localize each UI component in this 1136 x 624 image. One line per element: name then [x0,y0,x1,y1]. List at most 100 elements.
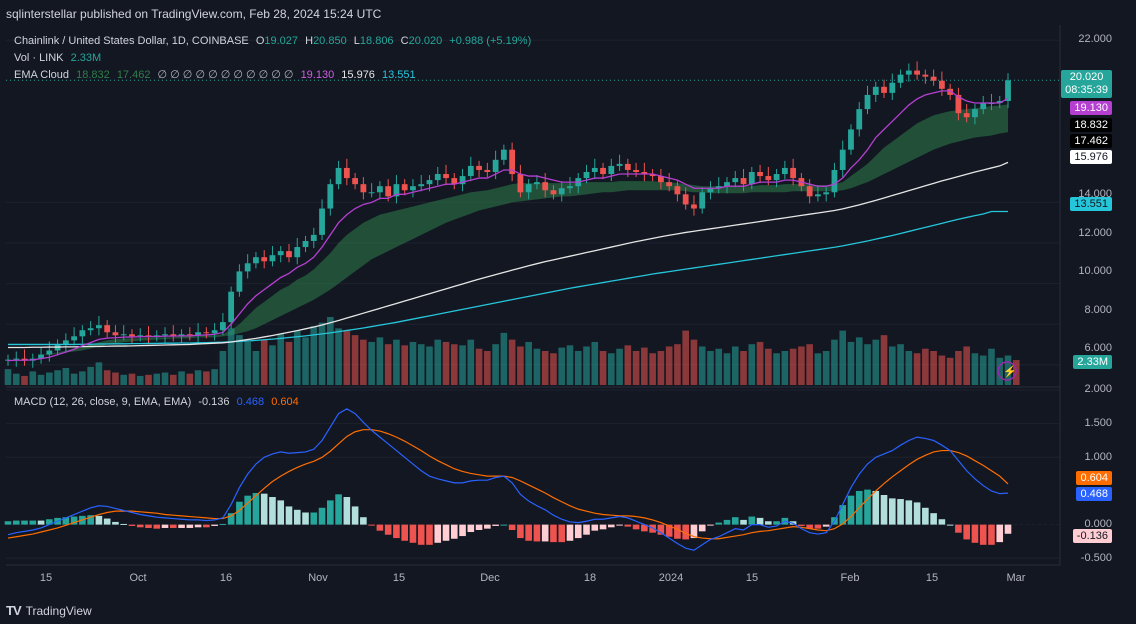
candle-body [600,167,606,175]
ema-cloud [8,104,1008,355]
volume-bar [839,330,847,385]
candle-body [674,186,681,195]
volume-bar [475,348,483,385]
macd-histogram-bar [467,524,475,533]
volume-bar [773,353,780,385]
candle-body [360,184,367,193]
sma-long-line [8,210,1008,346]
candle-body [839,149,846,170]
volume-bar [434,339,442,385]
macd-hist-tag: -0.136 [1072,529,1112,543]
candle-body [236,271,243,292]
candle-body [509,149,516,175]
volume-bar [384,344,392,385]
macd-histogram-bar [996,524,1004,543]
candle-body [286,251,292,258]
macd-histogram-bar [484,524,491,529]
volume-bar [227,328,235,385]
candle-body [955,94,962,114]
candle-body [806,186,813,197]
volume-bar [996,357,1004,385]
candle-body [715,186,722,189]
volume-legend[interactable]: Vol · LINK 2.33M [14,52,105,64]
candle-body [682,194,689,205]
publish-header: sqlinterstellar published on TradingView… [6,7,382,21]
volume-bar [558,347,566,385]
candle-body [302,240,309,248]
macd-histogram-bar [384,524,392,535]
volume-bar [393,339,400,385]
candle-body [996,101,1003,104]
candle-body [459,176,466,185]
volume-bar [517,346,524,385]
ema-cloud-label: EMA Cloud [14,69,70,81]
ema-value-2: 17.462 [116,69,151,81]
candle-body [666,182,673,187]
macd-histogram-bar [731,517,739,525]
candle-body [492,159,499,172]
volume-bar [29,371,37,385]
volume-bar [781,351,789,385]
macd-histogram-bar [492,524,499,526]
ema-value-3: 19.130 [300,69,335,81]
macd-histogram-bar [922,507,929,525]
volume-bar [748,344,756,385]
volume-bar [260,339,268,385]
candle-body [335,167,342,185]
volume-bar [946,357,954,385]
candle-body [567,186,573,189]
ema-blank-values: ∅ ∅ ∅ ∅ ∅ ∅ ∅ ∅ ∅ ∅ ∅ [157,69,294,81]
ema-value-5: 13.551 [382,69,416,81]
volume-bar [583,346,590,385]
macd-line-tag: 0.468 [1076,487,1112,501]
volume-bar [665,346,673,385]
macd-histogram-bar [335,494,342,525]
symbol-legend[interactable]: Chainlink / United States Dollar, 1D, CO… [14,35,532,47]
macd-histogram-bar [327,500,334,525]
macd-histogram-bar [682,524,689,540]
volume-bar [417,344,425,385]
macd-histogram-bar [211,524,218,526]
time-tick: 15 [925,572,939,584]
macd-histogram-bar [798,524,805,526]
candle-body [732,178,739,183]
macd-histogram-bar [872,490,880,525]
candle-body [426,180,433,185]
candles [5,61,1011,368]
volume-bar [343,330,351,385]
macd-histogram-bar [558,524,566,543]
candle-body [616,163,623,166]
volume-bar [740,351,747,385]
macd-histogram-bar [707,524,714,526]
macd-histogram-bar [46,519,53,525]
candle-body [137,335,144,337]
macd-tick: 1.000 [1084,451,1112,463]
volume-bar [145,374,152,385]
candle-body [608,165,615,175]
macd-histogram-bar [624,524,632,527]
ema-cloud-legend[interactable]: EMA Cloud 18.832 17.462 ∅ ∅ ∅ ∅ ∅ ∅ ∅ ∅ … [14,68,420,81]
macd-histogram-bar [888,498,896,525]
ema-b-tag: 17.462 [1070,134,1112,148]
macd-histogram-bar [955,524,962,533]
macd-histogram-bar [946,524,954,526]
volume-bar [4,369,12,385]
volume-bar [599,351,607,385]
volume-bar [360,339,367,385]
volume-bar [616,348,623,385]
time-tick: 16 [219,572,233,584]
volume-bar [591,341,599,385]
candle-body [534,182,540,185]
candle-body [815,194,821,197]
candle-body [195,332,201,336]
time-tick: Feb [840,572,860,584]
macd-histogram-bar [641,524,648,532]
volume-bar [500,332,508,385]
macd-histogram-bar [632,524,640,530]
volume-bar [203,371,210,385]
macd-legend[interactable]: MACD (12, 26, close, 9, EMA, EMA) -0.136… [14,396,303,408]
macd-histogram-bar [740,519,747,525]
volume-bar [302,337,309,385]
flash-icon[interactable] [997,361,1017,381]
